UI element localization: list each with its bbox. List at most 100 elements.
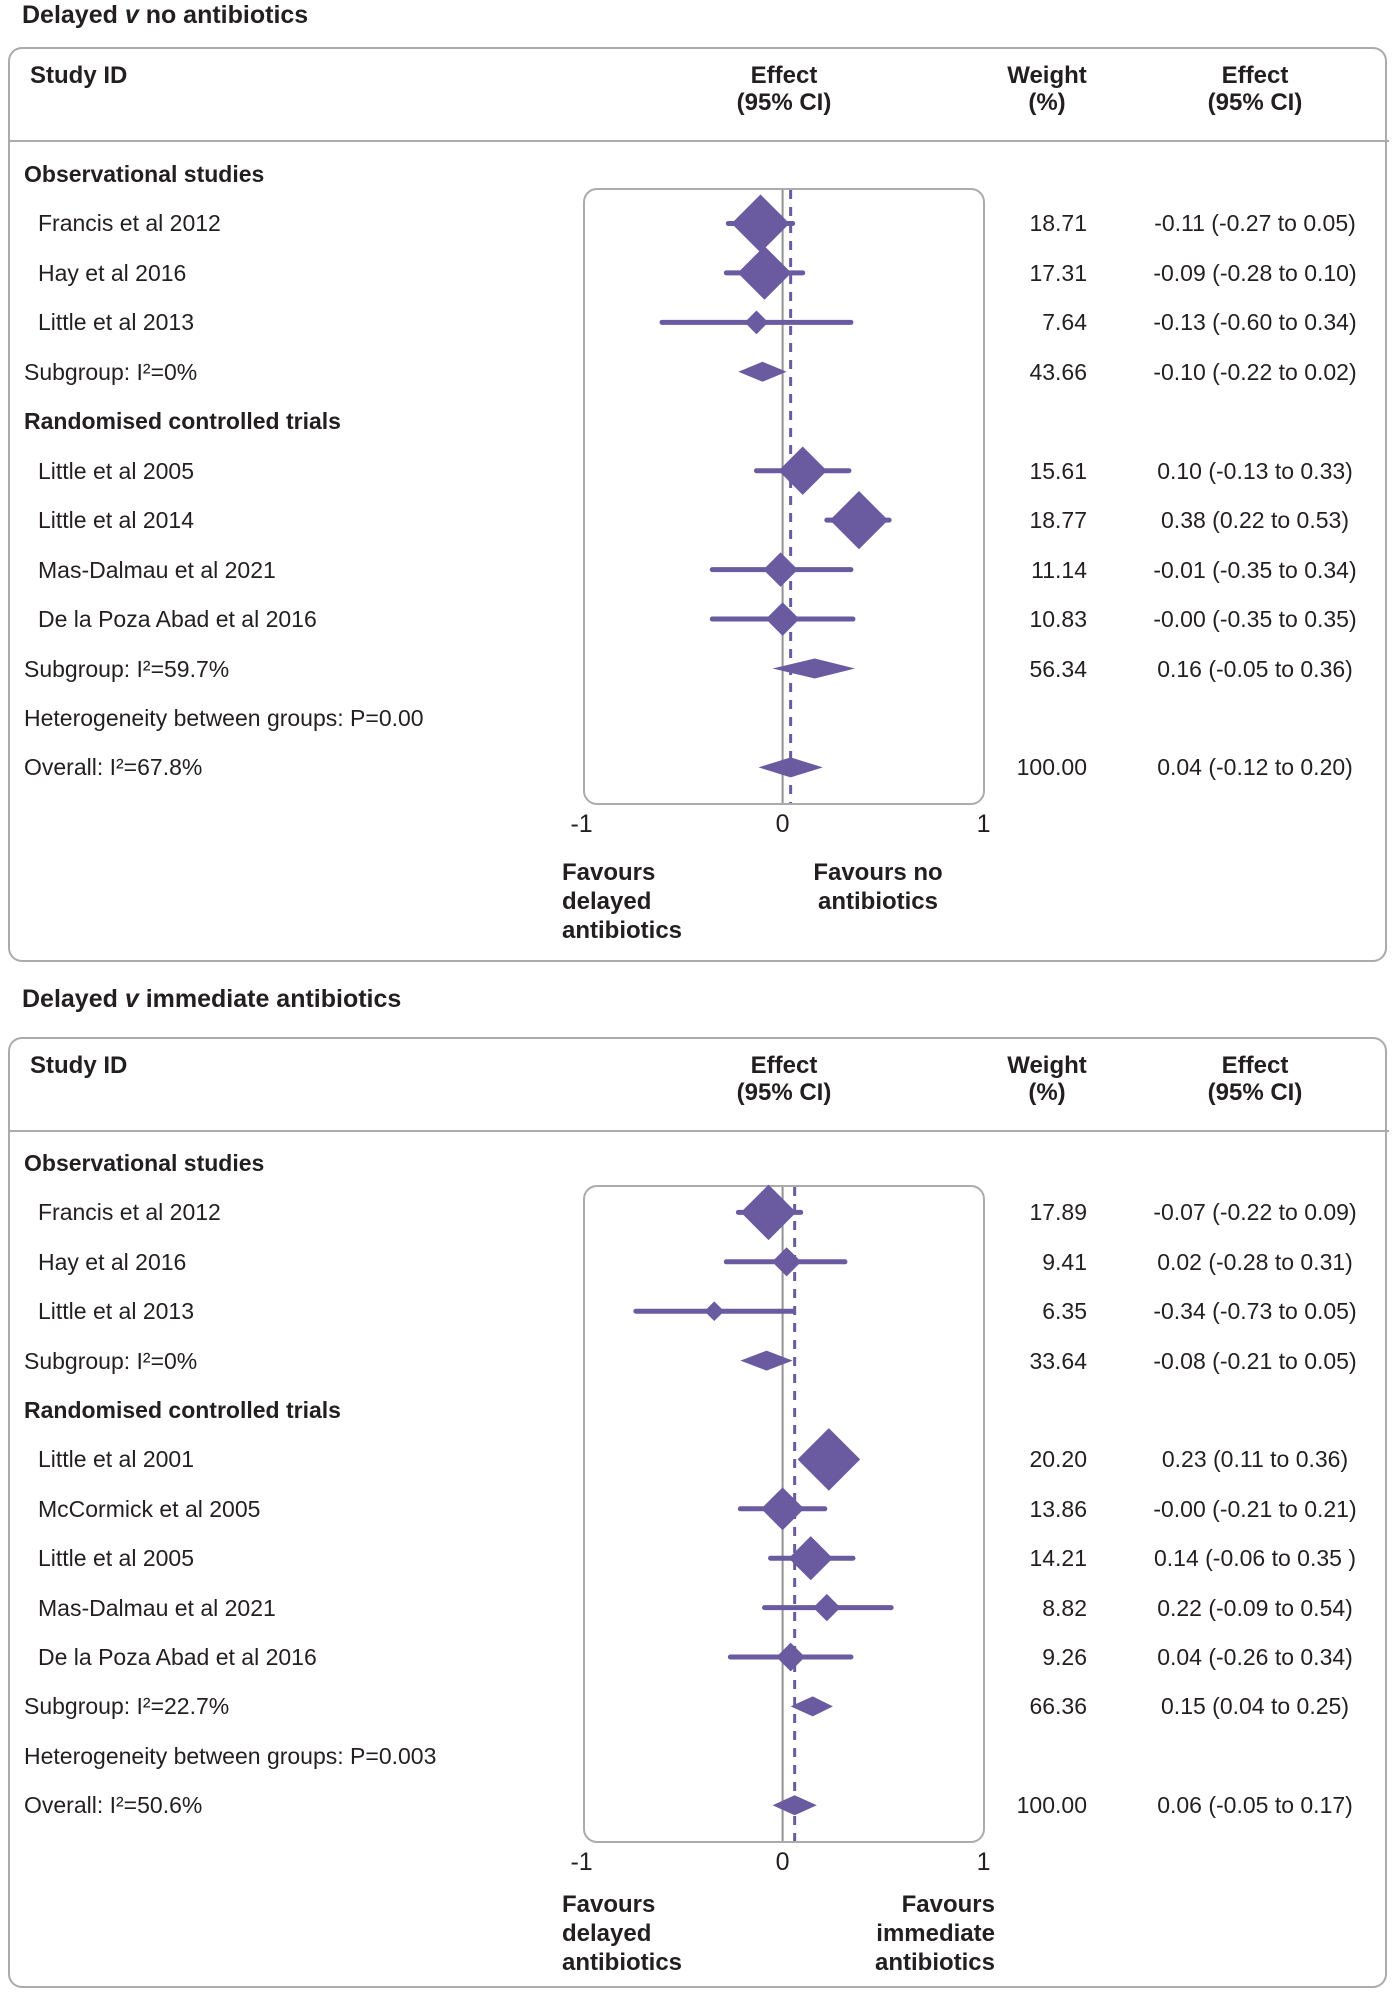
group-label: Observational studies — [24, 1150, 265, 1176]
study-diamond — [765, 602, 800, 636]
axis-tick-label: 1 — [976, 1848, 991, 1876]
favours-right-label: Favours no antibiotics — [757, 858, 999, 916]
study-diamond — [731, 194, 790, 253]
plot-frame — [583, 1185, 985, 1843]
study-label: Subgroup: I²=59.7% — [24, 655, 230, 682]
study-label: De la Poza Abad et al 2016 — [38, 1644, 317, 1670]
study-label: Mas-Dalmau et al 2021 — [38, 556, 276, 583]
axis-tick-label: 0 — [775, 1848, 790, 1876]
effect-ci-value: -0.10 (-0.22 to 0.02) — [1153, 358, 1357, 385]
weight-value: 18.77 — [1029, 507, 1087, 534]
study-label: De la Poza Abad et al 2016 — [38, 606, 317, 633]
weight-value: 43.66 — [1029, 358, 1087, 385]
effect-ci-value: -0.13 (-0.60 to 0.34) — [1153, 309, 1357, 336]
favours-right-line: immediate — [876, 1920, 995, 1947]
panel1-title-pre: Delayed — [22, 1, 125, 29]
weight-value: 15.61 — [1029, 457, 1087, 484]
effect-ci-value: -0.09 (-0.28 to 0.10) — [1153, 259, 1357, 286]
favours-left-line: delayed — [562, 1920, 652, 1947]
header-divider-2 — [10, 1130, 1389, 1132]
panel1-title-post: no antibiotics — [138, 1, 309, 29]
weight-value: 7.64 — [1042, 309, 1087, 336]
axis-tick-label: -1 — [570, 1848, 593, 1876]
column-header-study-id-2: Study ID — [30, 1052, 128, 1079]
effect-ci-value: 0.38 (0.22 to 0.53) — [1161, 507, 1349, 534]
weight-value: 10.83 — [1029, 606, 1087, 633]
study-label: McCormick et al 2005 — [38, 1495, 261, 1522]
overall-diamond — [772, 1795, 817, 1816]
effect-ci-value: 0.15 (0.04 to 0.25) — [1161, 1693, 1349, 1720]
subgroup-diamond — [740, 1350, 793, 1371]
column-header-effect-line2: (95% CI) — [736, 89, 832, 116]
forest-plot-area-1 — [583, 188, 985, 805]
column-header-weight: Weight (%) — [967, 62, 1127, 116]
effect-ci-value: 0.16 (-0.05 to 0.36) — [1157, 655, 1353, 682]
favours-right-line: antibiotics — [874, 1949, 995, 1976]
favours-left-line: antibiotics — [562, 1949, 683, 1976]
heterogeneity-note: Heterogeneity between groups: P=0.003 — [24, 1742, 437, 1769]
study-label: Little et al 2013 — [38, 309, 195, 336]
favours-left-line: delayed — [562, 888, 652, 915]
weight-value: 17.31 — [1029, 259, 1087, 286]
effect-ci-value: 0.04 (-0.12 to 0.20) — [1157, 754, 1353, 781]
heterogeneity-note: Heterogeneity between groups: P=0.00 — [24, 704, 424, 731]
favours-right-line: Favours — [901, 1891, 995, 1918]
study-label: Little et al 2001 — [38, 1446, 195, 1473]
effect-ci-value: -0.34 (-0.73 to 0.05) — [1153, 1298, 1357, 1325]
favours-left-label: Favours delayed antibiotics — [562, 1890, 782, 1977]
overall-diamond — [758, 757, 823, 778]
panel1-title-versus: v — [124, 1, 139, 29]
forest-plot-area-2 — [583, 1184, 985, 1843]
study-label: Francis et al 2012 — [38, 1199, 221, 1226]
column-header-effect-2: Effect (95% CI) — [684, 1052, 884, 1106]
effect-ci-value: -0.11 (-0.27 to 0.05) — [1154, 210, 1356, 237]
effect-ci-value: -0.07 (-0.22 to 0.09) — [1153, 1199, 1357, 1226]
study-label: Hay et al 2016 — [38, 259, 187, 286]
favours-left-line: antibiotics — [562, 917, 683, 944]
column-header-study-id: Study ID — [30, 62, 128, 89]
study-diamond — [772, 1247, 802, 1277]
weight-value: 17.89 — [1029, 1199, 1087, 1226]
effect-ci-value: 0.02 (-0.28 to 0.31) — [1157, 1248, 1353, 1275]
effect-ci-value: -0.08 (-0.21 to 0.05) — [1153, 1347, 1357, 1374]
study-label: Subgroup: I²=0% — [24, 1347, 198, 1374]
effect-ci-value: 0.14 (-0.06 to 0.35 ) — [1153, 1545, 1356, 1572]
weight-value: 13.86 — [1029, 1495, 1087, 1522]
weight-value: 9.41 — [1042, 1248, 1087, 1275]
column-header-effect-ci2-line1: Effect — [1221, 1052, 1289, 1079]
axis-tick-label: -1 — [570, 810, 593, 838]
study-diamond — [763, 552, 798, 587]
subgroup-diamond — [790, 1696, 833, 1717]
study-label: Little et al 2014 — [38, 507, 195, 534]
panel-delayed-v-immediate-antibiotics — [8, 1037, 1387, 1988]
study-label: Overall: I²=67.8% — [24, 754, 203, 781]
effect-ci-value: 0.04 (-0.26 to 0.34) — [1157, 1644, 1353, 1670]
column-header-effect-ci2-line2: (95% CI) — [1207, 1079, 1303, 1106]
study-diamond — [776, 1642, 805, 1672]
study-label: Francis et al 2012 — [38, 210, 221, 237]
panel2-title-pre: Delayed — [22, 985, 125, 1013]
group-label: Randomised controlled trials — [24, 1397, 341, 1423]
favours-right-line: Favours no — [813, 859, 943, 886]
column-header-weight-2: Weight (%) — [967, 1052, 1127, 1106]
subgroup-diamond — [738, 361, 787, 382]
weight-value: 33.64 — [1029, 1347, 1087, 1374]
effect-ci-value: 0.10 (-0.13 to 0.33) — [1157, 457, 1353, 484]
weight-value: 8.82 — [1042, 1594, 1087, 1621]
weight-value: 100.00 — [1016, 1792, 1087, 1819]
study-diamond — [704, 1301, 725, 1322]
column-header-effect: Effect (95% CI) — [684, 62, 884, 116]
study-diamond — [788, 1536, 833, 1581]
effect-ci-value: -0.01 (-0.35 to 0.34) — [1153, 556, 1357, 583]
panel2-title-post: immediate antibiotics — [138, 985, 402, 1013]
axis-tick-label: 1 — [976, 810, 991, 838]
column-header-effect-line1: Effect — [750, 62, 818, 89]
column-header-effect-ci-2: Effect (95% CI) — [1140, 1052, 1370, 1106]
column-header-effect2-line2: (95% CI) — [736, 1079, 832, 1106]
weight-value: 56.34 — [1029, 655, 1087, 682]
favours-right-label: Favours immediate antibiotics — [775, 1890, 995, 1977]
study-label: Overall: I²=50.6% — [24, 1792, 203, 1819]
column-header-effect-ci-line1: Effect — [1221, 62, 1289, 89]
study-diamond — [797, 1428, 861, 1491]
